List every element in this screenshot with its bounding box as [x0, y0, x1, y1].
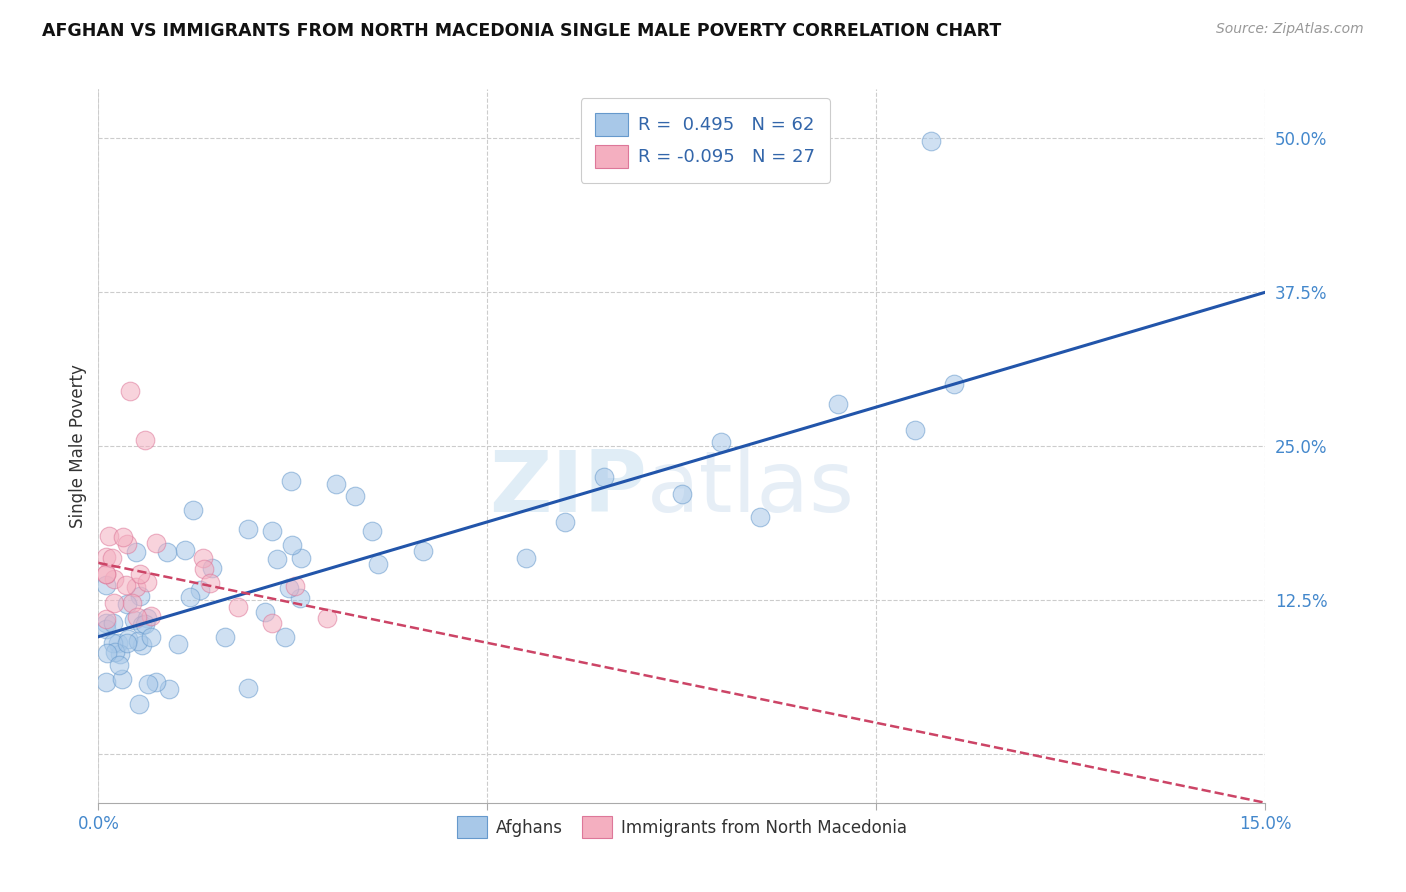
Point	[128, 698, 150, 712]
Point	[277, 581, 299, 595]
Point	[193, 561, 215, 575]
Point	[515, 551, 537, 566]
Point	[288, 591, 311, 605]
Point	[253, 605, 276, 619]
Point	[344, 489, 367, 503]
Point	[157, 682, 180, 697]
Point	[96, 622, 118, 636]
Point	[96, 612, 118, 626]
Point	[118, 384, 141, 398]
Point	[125, 580, 148, 594]
Point	[361, 524, 384, 538]
Point	[290, 550, 312, 565]
Point	[107, 657, 129, 672]
Point	[96, 566, 118, 581]
Text: atlas: atlas	[647, 447, 855, 531]
Point	[200, 576, 222, 591]
Point	[281, 539, 304, 553]
Point	[134, 617, 156, 632]
Point	[131, 638, 153, 652]
Point	[710, 435, 733, 450]
Y-axis label: Single Male Poverty: Single Male Poverty	[69, 364, 87, 528]
Point	[121, 596, 143, 610]
Text: ZIP: ZIP	[489, 447, 647, 531]
Point	[114, 578, 136, 592]
Point	[266, 552, 288, 566]
Point	[284, 579, 307, 593]
Point	[103, 636, 125, 650]
Point	[262, 524, 284, 539]
Point	[108, 647, 131, 661]
Point	[827, 397, 849, 411]
Point	[96, 647, 118, 661]
Point	[904, 424, 927, 438]
Point	[98, 529, 121, 543]
Point	[96, 566, 118, 581]
Point	[145, 535, 167, 549]
Text: AFGHAN VS IMMIGRANTS FROM NORTH MACEDONIA SINGLE MALE POVERTY CORRELATION CHART: AFGHAN VS IMMIGRANTS FROM NORTH MACEDONI…	[42, 22, 1001, 40]
Point	[139, 609, 162, 624]
Point	[181, 503, 204, 517]
Point	[671, 487, 693, 501]
Point	[125, 609, 148, 624]
Text: Source: ZipAtlas.com: Source: ZipAtlas.com	[1216, 22, 1364, 37]
Point	[129, 567, 152, 582]
Point	[412, 544, 434, 558]
Point	[214, 630, 236, 644]
Point	[127, 634, 149, 648]
Point	[367, 557, 389, 571]
Point	[280, 474, 302, 488]
Point	[111, 672, 134, 686]
Point	[96, 549, 118, 564]
Point	[943, 377, 966, 392]
Point	[107, 636, 129, 650]
Point	[136, 574, 159, 589]
Point	[96, 675, 118, 690]
Point	[131, 618, 153, 632]
Point	[125, 545, 148, 559]
Point	[325, 477, 347, 491]
Point	[920, 134, 942, 148]
Point	[173, 543, 195, 558]
Point	[145, 675, 167, 690]
Point	[124, 613, 146, 627]
Point	[188, 582, 211, 597]
Point	[129, 589, 152, 603]
Point	[156, 545, 179, 559]
Point	[191, 551, 214, 566]
Point	[274, 631, 297, 645]
Point	[141, 630, 163, 644]
Point	[117, 632, 139, 646]
Point	[226, 600, 249, 615]
Point	[117, 636, 139, 650]
Point	[103, 596, 125, 610]
Point	[104, 645, 127, 659]
Point	[96, 578, 118, 592]
Point	[96, 615, 118, 630]
Point	[593, 470, 616, 484]
Point	[136, 676, 159, 690]
Legend: Afghans, Immigrants from North Macedonia: Afghans, Immigrants from North Macedonia	[450, 810, 914, 845]
Point	[134, 433, 156, 447]
Point	[112, 530, 135, 544]
Point	[554, 516, 576, 530]
Point	[167, 637, 190, 651]
Point	[262, 616, 284, 631]
Point	[115, 597, 138, 611]
Point	[103, 573, 125, 587]
Point	[201, 561, 224, 575]
Point	[236, 522, 259, 536]
Point	[135, 610, 157, 624]
Point	[101, 550, 124, 565]
Point	[236, 681, 259, 696]
Point	[179, 590, 201, 604]
Point	[748, 509, 770, 524]
Point	[316, 611, 339, 625]
Point	[101, 616, 124, 631]
Point	[115, 536, 138, 550]
